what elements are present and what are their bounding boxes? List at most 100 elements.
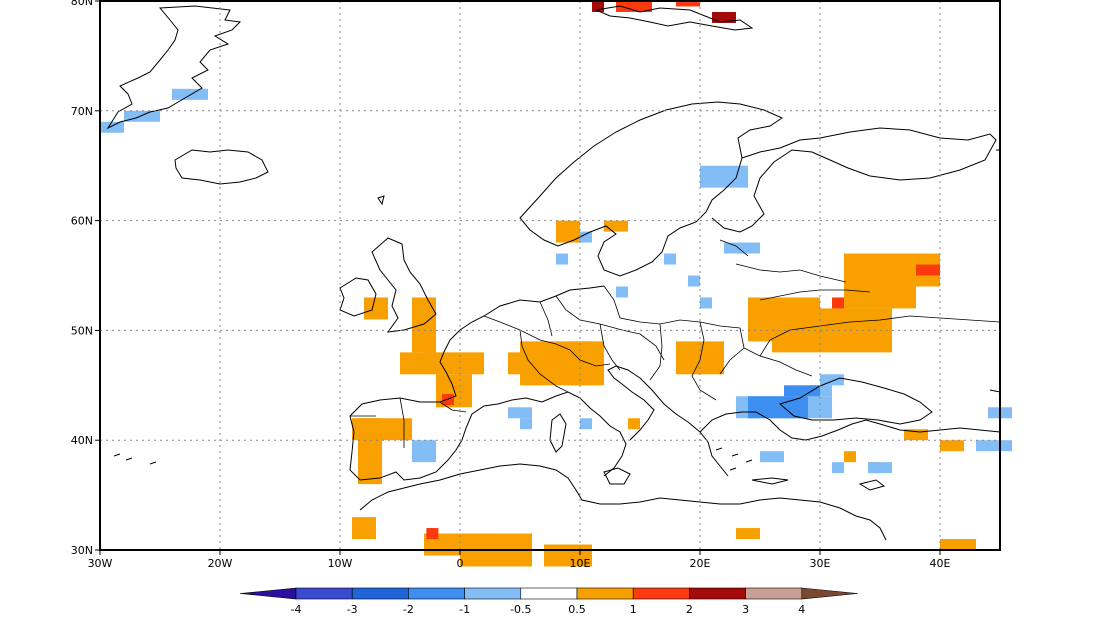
anomaly-cell-neg2	[784, 385, 820, 397]
bay-islands	[113, 453, 157, 465]
anomaly-cell-neg1	[700, 165, 748, 188]
crete	[751, 477, 789, 485]
anomaly-cell-pos1	[604, 220, 628, 232]
iceland-coast	[174, 149, 269, 185]
colorbar-max-arrow	[801, 587, 858, 600]
anomaly-cell-neg1	[580, 231, 592, 243]
anomaly-cell-pos3	[592, 1, 604, 12]
lon-tick-label: 20E	[690, 557, 711, 570]
colorbar-label: 4	[798, 603, 805, 616]
anomaly-cell-pos1	[844, 451, 856, 463]
anomaly-cell-pos2	[916, 264, 940, 276]
colorbar-swatch	[520, 587, 578, 600]
anomaly-cell-pos2	[676, 0, 700, 7]
anomaly-cell-neg2	[748, 396, 808, 419]
anomaly-cell-neg1	[724, 242, 760, 254]
lat-tick-label: 40N	[71, 434, 93, 447]
axis-ticks: 30N 40N 50N 60N 70N 80N 30W 20W 10W 0 10E 20E 30E 40E	[71, 0, 951, 570]
anomaly-cell-neg1	[820, 374, 844, 386]
anomaly-cell-neg1	[556, 253, 568, 265]
lon-tick-label: 40E	[930, 557, 951, 570]
anomaly-cell-pos2	[426, 528, 439, 540]
lon-tick-label: 10E	[570, 557, 591, 570]
colorbar-min-arrow	[239, 587, 297, 600]
anomaly-cell-pos2	[442, 394, 454, 406]
anomaly-cell-pos1	[844, 253, 916, 309]
anomaly-cell-pos1	[400, 352, 484, 375]
anomaly-cell-pos1	[352, 517, 376, 540]
colorbar-swatch	[295, 587, 353, 600]
colorbar-label: 2	[686, 603, 693, 616]
anomaly-cell-pos1	[940, 539, 976, 550]
lat-tick-label: 50N	[71, 324, 93, 337]
anomaly-cell-pos1	[358, 418, 382, 485]
caspian-coast	[989, 389, 1001, 393]
anomaly-cell-pos2	[616, 1, 652, 12]
anomaly-cell-pos3	[712, 11, 736, 23]
colorbar-label: 3	[742, 603, 749, 616]
graticule	[100, 1, 1000, 550]
anomaly-cell-neg1	[664, 253, 676, 265]
anomaly-cell-pos1	[424, 341, 436, 353]
coastlines-and-borders	[106, 5, 1001, 541]
scandinavia-coast	[519, 101, 784, 277]
anomaly-cell-neg1	[616, 286, 628, 298]
colorbar-label: -0.5	[510, 603, 531, 616]
colorbar: -4 -3 -2 -1 -0.5 0.5 1 2 3 4	[239, 587, 858, 616]
colorbar-swatch	[464, 587, 522, 600]
anomaly-cell-neg1	[520, 418, 532, 430]
colorbar-swatch	[632, 587, 690, 600]
country-borders	[350, 239, 1001, 448]
anomaly-cell-neg1	[868, 462, 892, 474]
lon-tick-label: 10W	[328, 557, 353, 570]
map-frame	[99, 0, 1001, 551]
anomaly-cell-neg1	[100, 121, 124, 133]
anomaly-cell-pos1	[364, 297, 388, 320]
anomaly-cell-neg1	[760, 451, 784, 463]
anomaly-cell-neg1	[508, 407, 532, 419]
colorbar-swatch	[576, 587, 634, 600]
faroe-islands	[377, 195, 385, 206]
anomaly-cell-neg1	[580, 418, 592, 430]
sicily	[603, 467, 631, 485]
finland-russia-coast	[711, 127, 997, 233]
mainland-europe-coast	[349, 149, 1001, 481]
ireland-coast	[339, 277, 377, 317]
anomaly-cell-neg1	[832, 462, 844, 474]
anomaly-cell-pos1	[676, 341, 724, 375]
anomaly-cell-neg1	[700, 297, 712, 309]
anomaly-cell-neg1	[976, 440, 1012, 452]
anomaly-cell-neg1	[688, 275, 700, 287]
north-africa-coast	[359, 463, 887, 541]
black-sea-coast	[778, 377, 933, 425]
aegean-islands	[715, 447, 753, 471]
lat-tick-label: 30N	[71, 544, 93, 557]
colorbar-swatch	[351, 587, 409, 600]
anomaly-cell-pos1	[628, 418, 640, 430]
colorbar-label: -1	[459, 603, 470, 616]
colorbar-label: 1	[630, 603, 637, 616]
cyprus	[858, 479, 886, 491]
colorbar-label: -4	[291, 603, 302, 616]
anomaly-cell-neg1	[124, 110, 160, 122]
lon-tick-label: 30E	[810, 557, 831, 570]
svalbard-coast	[594, 5, 754, 31]
anomaly-cell-pos1	[556, 220, 580, 243]
colorbar-swatch	[408, 587, 465, 600]
lat-tick-label: 70N	[71, 105, 93, 118]
greenland-coast	[106, 5, 242, 130]
colorbar-swatch	[745, 587, 803, 600]
colorbar-swatch	[689, 587, 746, 600]
anomaly-shading	[100, 0, 1012, 567]
anomaly-cell-pos1	[736, 528, 760, 540]
lat-tick-label: 80N	[71, 0, 93, 8]
colorbar-label: -2	[403, 603, 414, 616]
corsica-sardinia	[549, 413, 567, 453]
anomaly-cell-pos1	[568, 341, 604, 386]
anomaly-cell-pos1	[940, 440, 964, 452]
lon-tick-label: 0	[457, 557, 464, 570]
anomaly-cell-neg1	[172, 88, 208, 100]
colorbar-label: 0.5	[568, 603, 586, 616]
anomaly-cell-pos1	[904, 429, 928, 441]
anomaly-cell-pos2	[832, 297, 844, 309]
